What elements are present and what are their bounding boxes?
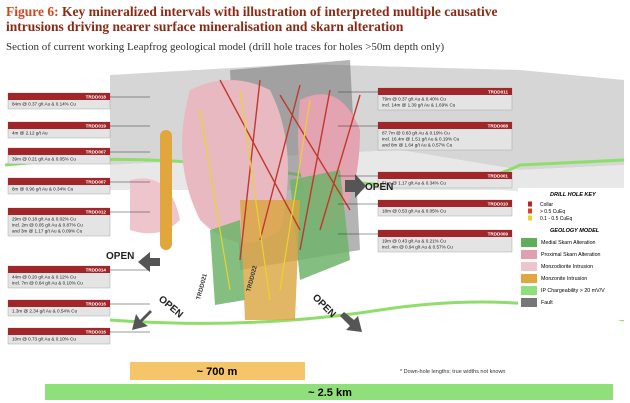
hole-id: TRDD008	[488, 123, 509, 128]
hole-id: TRDD018	[86, 94, 107, 99]
open-label: OPEN	[106, 251, 134, 262]
hole-id: TRDD019	[86, 123, 107, 128]
legend-swatch	[528, 215, 532, 221]
callout: TRDD018 84m @ 0.37 g/t Au & 0.14% Cu	[7, 92, 150, 110]
interval: 10m @ 0.73 g/t Au & 0.10% Cu	[12, 337, 76, 342]
interval: incl. 4m @ 0.94 g/t Au & 0.57% Cu	[382, 245, 453, 250]
legend-label: Fault	[541, 300, 553, 306]
legend-swatch	[521, 286, 537, 295]
interval: 4m @ 2.12 g/t Au	[12, 131, 48, 136]
interval: 18m @ 0.53 g/t Au & 0.05% Cu	[382, 209, 446, 214]
legend-label: > 0.5 CuEq	[540, 209, 565, 215]
callout-header	[8, 208, 110, 215]
interval: 51m @ 1.17 g/t Au & 0.34% Cu	[382, 181, 446, 186]
interval: 44m @ 0.20 g/t Au & 0.12% Cu	[12, 275, 76, 280]
title: Figure 6: Key mineralized intervals with…	[6, 4, 501, 34]
callout-header	[378, 172, 512, 179]
legend-swatch	[521, 274, 537, 283]
legend-label: IP Chargeability > 20 mV/V	[541, 288, 605, 294]
callout-header	[8, 300, 110, 307]
callout: TRDD012 29m @ 0.18 g/t Au & 0.02% Cuincl.…	[7, 207, 150, 237]
interval: 8m @ 0.96 g/t Au & 0.34% Cu	[12, 187, 74, 192]
legend-label: Collar	[540, 202, 553, 208]
footnote: * Down-hole lengths; true widths not kno…	[400, 369, 505, 375]
legend-swatch	[521, 250, 537, 259]
legend-swatch	[521, 298, 537, 307]
interval: 1.3m @ 2.34 g/t Au & 0.54% Cu	[12, 309, 78, 314]
callout: TRDD001 51m @ 1.17 g/t Au & 0.34% Cu	[338, 171, 513, 189]
callout-header	[8, 93, 110, 100]
interval: incl. 7m @ 0.64 g/t Au & 0.10% Cu	[12, 281, 83, 286]
legend-label: Medial Skarn Alteration	[541, 240, 596, 246]
callout: TRDD007 8m @ 0.96 g/t Au & 0.34% Cu	[7, 177, 150, 195]
hole-id: TRDD009	[488, 231, 509, 236]
legend-label: 0.1 - 0.5 CuEq	[540, 216, 572, 222]
callout-header	[378, 200, 512, 207]
legend-swatch	[521, 238, 537, 247]
legend-title: DRILL HOLE KEY	[550, 192, 597, 198]
open-label: OPEN	[365, 182, 393, 193]
hole-id: TRDD007	[86, 149, 107, 154]
hole-id: TRDD014	[86, 267, 107, 272]
callout: TRDD016 1.3m @ 2.34 g/t Au & 0.54% Cu	[7, 299, 150, 317]
scale-label: ~ 700 m	[197, 366, 238, 378]
callout: TRDD007 39m @ 0.21 g/t Au & 0.05% Cu	[7, 147, 150, 165]
interval: 39m @ 0.21 g/t Au & 0.05% Cu	[12, 157, 76, 162]
interval: incl. 2m @ 0.05 g/t Au & 0.87% Cu	[12, 223, 83, 228]
interval: 79m @ 0.37 g/t Au & 0.40% Cu	[382, 97, 446, 102]
subtitle: Section of current working Leapfrog geol…	[6, 41, 444, 53]
callout-header	[8, 148, 110, 155]
hole-id: TRDD016	[86, 301, 107, 306]
callout: TRDD010 18m @ 0.53 g/t Au & 0.05% Cu	[338, 199, 513, 217]
title-text: Key mineralized intervals with illustrat…	[62, 4, 497, 19]
callout: TRDD011 79m @ 0.37 g/t Au & 0.40% Cuincl.…	[338, 87, 513, 111]
interval: and 3m @ 1.17 g/t Au & 0.09% Cu	[12, 229, 83, 234]
callout: TRDD009 19m @ 0.43 g/t Au & 0.21% Cuincl.…	[338, 229, 513, 253]
callout: TRDD008 87.7m @ 0.63 g/t Au & 0.19% Cuinc…	[338, 121, 513, 151]
interval: 84m @ 0.37 g/t Au & 0.14% Cu	[12, 102, 76, 107]
interval: and 8m @ 1.64 g/t Au & 0.57% Cu	[382, 143, 453, 148]
legend-swatch	[528, 208, 532, 214]
scale-bar	[130, 362, 305, 380]
legend-title: GEOLOGY MODEL	[550, 228, 600, 234]
interval: incl. 16.4m @ 1.51 g/t Au & 0.19% Cu	[382, 137, 460, 142]
hole-id: TRDD010	[488, 201, 509, 206]
scale-label: ~ 2.5 km	[308, 387, 352, 399]
hole-id: TRDD007	[86, 179, 107, 184]
interval: 19m @ 0.43 g/t Au & 0.21% Cu	[382, 239, 446, 244]
callout-header	[378, 122, 512, 129]
callout-header	[8, 266, 110, 273]
hole-id: TRDD001	[488, 173, 509, 178]
legend-swatch	[521, 262, 537, 271]
callout-header	[8, 122, 110, 129]
callout: TRDD019 4m @ 2.12 g/t Au	[7, 121, 150, 139]
callout-header	[8, 178, 110, 185]
scale-bar	[45, 384, 613, 400]
hole-id: TRDD016	[86, 329, 107, 334]
callout-header	[378, 88, 512, 95]
hole-id: TRDD012	[86, 209, 107, 214]
callout: TRDD016 10m @ 0.73 g/t Au & 0.10% Cu	[7, 327, 150, 345]
figure-label: Figure 6:	[6, 4, 59, 19]
callout-header	[8, 328, 110, 335]
legend-label: Monzodiorite Intrusion	[541, 264, 593, 270]
hole-id: TRDD011	[488, 89, 509, 94]
interval: incl. 14m @ 1.39 g/t Au & 1.69% Cu	[382, 103, 456, 108]
callout: TRDD014 44m @ 0.20 g/t Au & 0.12% Cuincl.…	[7, 265, 150, 289]
legend-label: Proximal Skarn Alteration	[541, 252, 601, 258]
legend-swatch	[528, 201, 532, 207]
interval: 87.7m @ 0.63 g/t Au & 0.19% Cu	[382, 131, 450, 136]
legend-label: Monzonite Intrusion	[541, 276, 587, 282]
title-text: intrusions driving nearer surface minera…	[6, 19, 404, 34]
callout-header	[378, 230, 512, 237]
interval: 29m @ 0.18 g/t Au & 0.02% Cu	[12, 217, 76, 222]
